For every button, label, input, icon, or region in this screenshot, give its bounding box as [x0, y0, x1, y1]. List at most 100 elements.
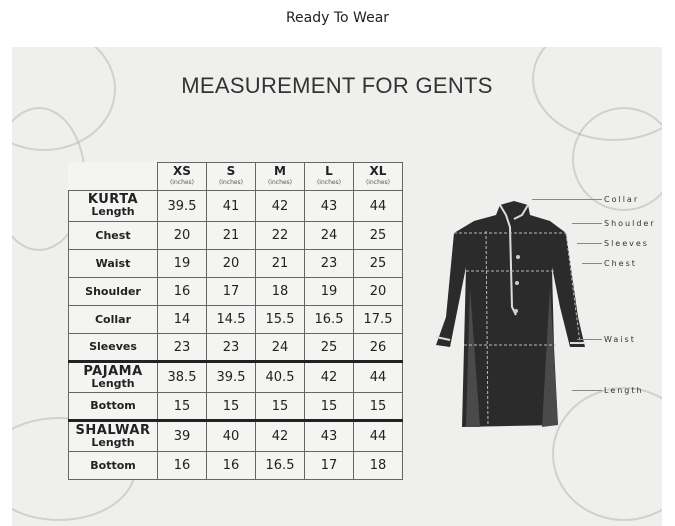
value-cell: 44 — [353, 190, 403, 222]
row-label: Waist — [68, 249, 158, 278]
value-cell: 15 — [157, 392, 207, 421]
value-cell: 17 — [206, 277, 256, 306]
table-row: PAJAMA Length 38.5 39.5 40.5 42 44 — [68, 360, 403, 393]
value-cell: 43 — [304, 190, 354, 222]
value-cell: 21 — [206, 221, 256, 250]
measurement-label: Shoulder — [85, 284, 141, 298]
size-unit: (inches) — [169, 178, 195, 186]
value-cell: 16.5 — [304, 305, 354, 334]
measurement-label: Length — [91, 376, 135, 390]
value-cell: 44 — [353, 360, 403, 393]
measurement-label: Waist — [95, 256, 131, 270]
size-chart-image: MEASUREMENT FOR GENTS XS (inches) S (inches… — [12, 47, 662, 526]
value-cell: 21 — [255, 249, 305, 278]
table-row: Waist 19 20 21 23 25 — [68, 249, 403, 278]
table-row: Shoulder 16 17 18 19 20 — [68, 277, 403, 306]
size-label: S — [226, 163, 236, 178]
row-label: KURTA Length — [68, 190, 158, 222]
measurement-label: Length — [91, 205, 135, 218]
size-label: M — [274, 163, 286, 178]
section-title: SHALWAR — [75, 422, 151, 438]
size-header-xs: XS (inches) — [157, 162, 207, 191]
row-label: Bottom — [68, 392, 158, 421]
row-label: Chest — [68, 221, 158, 250]
waist-label: Waist — [604, 335, 636, 344]
size-unit: (inches) — [365, 178, 391, 186]
size-label: XL — [369, 163, 387, 178]
value-cell: 23 — [206, 333, 256, 362]
table-row: Sleeves 23 23 24 25 26 — [68, 333, 403, 362]
value-cell: 20 — [353, 277, 403, 306]
value-cell: 16 — [206, 451, 256, 480]
table-row: Chest 20 21 22 24 25 — [68, 221, 403, 250]
table-row: SHALWAR Length 39 40 42 43 44 — [68, 419, 403, 452]
sleeves-label: Sleeves — [604, 239, 649, 248]
row-label: SHALWAR Length — [68, 419, 158, 452]
value-cell: 17 — [304, 451, 354, 480]
sleeves-leader-line — [577, 243, 602, 244]
size-unit: (inches) — [316, 178, 342, 186]
value-cell: 15.5 — [255, 305, 305, 334]
collar-label: Collar — [604, 195, 640, 204]
value-cell: 25 — [353, 249, 403, 278]
table-row: KURTA Length 39.5 41 42 43 44 — [68, 190, 403, 222]
value-cell: 39.5 — [157, 190, 207, 222]
value-cell: 25 — [304, 333, 354, 362]
value-cell: 16 — [157, 277, 207, 306]
value-cell: 15 — [255, 392, 305, 421]
chart-heading: MEASUREMENT FOR GENTS — [181, 73, 493, 98]
row-label: Bottom — [68, 451, 158, 480]
size-header-l: L (inches) — [304, 162, 354, 191]
value-cell: 40.5 — [255, 360, 305, 393]
value-cell: 19 — [157, 249, 207, 278]
size-header-m: M (inches) — [255, 162, 305, 191]
value-cell: 16 — [157, 451, 207, 480]
value-cell: 16.5 — [255, 451, 305, 480]
measurement-label: Length — [91, 435, 135, 449]
value-cell: 42 — [255, 190, 305, 222]
length-leader-line — [572, 390, 602, 391]
value-cell: 15 — [304, 392, 354, 421]
value-cell: 14 — [157, 305, 207, 334]
chest-label: Chest — [604, 259, 637, 268]
value-cell: 18 — [255, 277, 305, 306]
value-cell: 24 — [304, 221, 354, 250]
row-label: Shoulder — [68, 277, 158, 306]
measurement-label: Sleeves — [89, 340, 137, 353]
value-cell: 42 — [304, 360, 354, 393]
section-title: PAJAMA — [83, 363, 143, 379]
value-cell: 15 — [206, 392, 256, 421]
size-unit: (inches) — [218, 178, 244, 186]
value-cell: 23 — [157, 333, 207, 362]
corner-cell — [69, 163, 158, 191]
row-label: Sleeves — [68, 333, 158, 362]
measurement-label: Bottom — [90, 458, 136, 472]
value-cell: 14.5 — [206, 305, 256, 334]
measurement-label: Chest — [95, 228, 131, 242]
size-unit: (inches) — [267, 178, 293, 186]
row-label: PAJAMA Length — [68, 360, 158, 393]
size-table: XS (inches) S (inches) M (inches) L (inches) XL(… — [68, 162, 403, 480]
size-header-xl: XL (inches) — [353, 162, 403, 191]
section-title: KURTA — [87, 192, 139, 207]
value-cell: 40 — [206, 419, 256, 452]
collar-leader-line — [532, 199, 602, 200]
value-cell: 17.5 — [353, 305, 403, 334]
value-cell: 41 — [206, 190, 256, 222]
waist-leader-line — [577, 339, 602, 340]
shoulder-leader-line — [572, 223, 602, 224]
size-label: L — [325, 163, 333, 178]
measurement-label: Collar — [94, 312, 132, 326]
table-row: Collar 14 14.5 15.5 16.5 17.5 — [68, 305, 403, 334]
value-cell: 44 — [353, 419, 403, 452]
length-label: Length — [604, 386, 644, 395]
size-label: XS — [173, 163, 191, 178]
kurta-diagram — [435, 201, 585, 428]
shoulder-label: Shoulder — [604, 219, 656, 228]
value-cell: 39.5 — [206, 360, 256, 393]
measurement-label: Bottom — [90, 399, 136, 412]
value-cell: 22 — [255, 221, 305, 250]
table-row: Bottom 15 15 15 15 15 — [68, 392, 403, 421]
value-cell: 15 — [353, 392, 403, 421]
value-cell: 20 — [157, 221, 207, 250]
